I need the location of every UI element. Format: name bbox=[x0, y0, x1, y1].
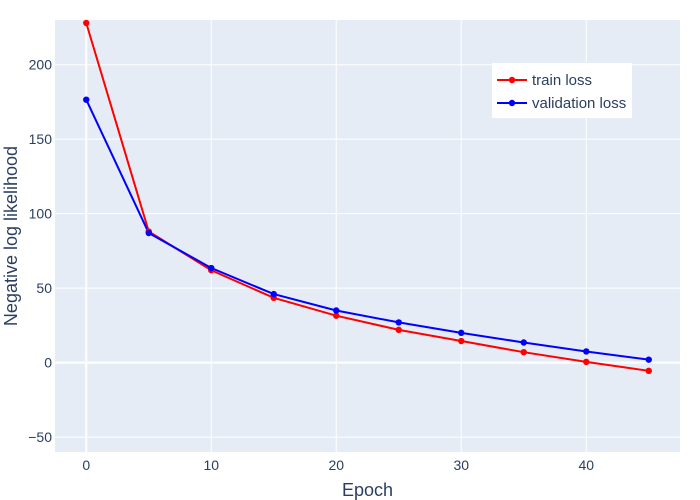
data-point-train bbox=[520, 348, 527, 356]
x-tick-label: 40 bbox=[578, 457, 594, 473]
y-tick-label: 150 bbox=[29, 131, 53, 147]
legend-marker-train bbox=[508, 76, 516, 84]
series-group bbox=[83, 19, 652, 375]
legend-label-validation: validation loss bbox=[532, 95, 626, 112]
data-point-validation bbox=[645, 356, 652, 363]
data-point-validation bbox=[270, 290, 277, 298]
legend-marker-validation bbox=[508, 99, 516, 107]
data-point-validation bbox=[83, 96, 90, 103]
data-point-validation bbox=[458, 329, 465, 337]
x-tick-labels: 0 10 20 30 40 bbox=[82, 457, 594, 473]
data-point-validation bbox=[208, 264, 215, 272]
y-tick-label: 200 bbox=[29, 57, 53, 73]
legend-label-train: train loss bbox=[532, 72, 592, 89]
data-point-validation bbox=[520, 339, 527, 346]
x-tick-label: 20 bbox=[328, 457, 344, 473]
x-tick-label: 10 bbox=[203, 457, 219, 473]
y-tick-label: 0 bbox=[44, 355, 52, 371]
data-point-train bbox=[83, 19, 90, 27]
y-axis-title: Negative log likelihood bbox=[1, 146, 21, 326]
data-point-validation bbox=[583, 348, 590, 355]
data-point-train bbox=[395, 326, 402, 334]
y-tick-label: 100 bbox=[29, 206, 53, 222]
y-tick-labels: −50 0 50 100 150 200 bbox=[28, 57, 52, 445]
legend-box bbox=[492, 63, 632, 118]
x-tick-label: 30 bbox=[453, 457, 469, 473]
y-tick-label: 50 bbox=[36, 280, 52, 296]
data-point-train bbox=[458, 337, 465, 345]
y-tick-label: −50 bbox=[28, 429, 52, 445]
data-point-train bbox=[583, 358, 590, 366]
data-point-validation bbox=[333, 307, 340, 314]
x-axis-title: Epoch bbox=[342, 480, 393, 500]
data-point-validation bbox=[145, 229, 152, 237]
legend: train loss validation loss bbox=[492, 63, 632, 118]
data-point-validation bbox=[395, 319, 402, 326]
x-tick-label: 0 bbox=[82, 457, 90, 473]
series-line-validation bbox=[85, 99, 649, 361]
data-point-train bbox=[333, 312, 340, 319]
data-point-train bbox=[645, 367, 652, 375]
